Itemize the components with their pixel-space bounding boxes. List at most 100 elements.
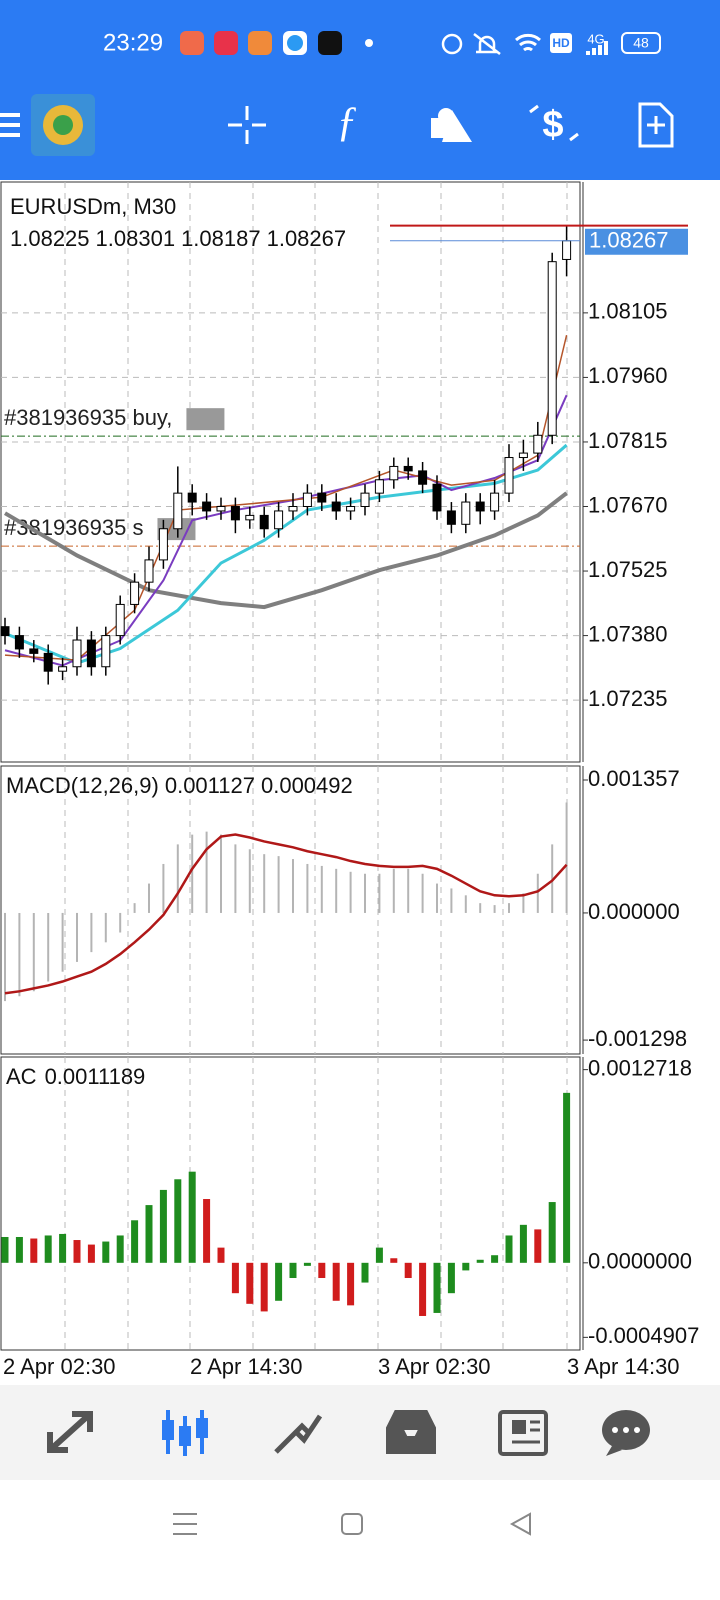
y-tick-label: 1.07235 xyxy=(588,686,668,711)
network-type: 4G xyxy=(587,31,604,46)
ac-bar xyxy=(159,1189,167,1263)
y-tick-label: 0.0012718 xyxy=(588,1055,692,1080)
candle-body xyxy=(101,635,111,668)
ac-bar xyxy=(375,1247,383,1263)
candle-body xyxy=(144,559,154,583)
bottom-nav xyxy=(0,1385,720,1480)
ac-bar xyxy=(361,1262,369,1283)
indicator-title: AC xyxy=(6,1064,37,1089)
ac-bar xyxy=(30,1238,38,1263)
y-tick-label: 1.08105 xyxy=(588,299,668,324)
ac-value: 0.0011189 xyxy=(45,1064,146,1089)
ac-bar xyxy=(563,1092,571,1263)
ac-bar xyxy=(87,1244,95,1263)
ac-bar xyxy=(59,1233,67,1263)
moving-average xyxy=(3,491,568,610)
y-tick-label: -0.001298 xyxy=(588,1026,687,1051)
ac-bar xyxy=(347,1262,355,1306)
ac-bar xyxy=(246,1262,254,1304)
candle-body xyxy=(418,470,428,485)
plot: 1.08105 1.07960 1.07815 1.07670 1.07525 1.073… xyxy=(0,181,699,1379)
candle-body xyxy=(0,626,10,637)
objects-button[interactable] xyxy=(431,108,472,142)
panel-border xyxy=(0,1056,581,1351)
ac-bar xyxy=(318,1262,326,1279)
ac-bar xyxy=(534,1229,542,1263)
battery-level: 48 xyxy=(633,35,649,51)
candle-body xyxy=(389,465,399,481)
moving-average xyxy=(4,443,568,665)
indicators-button[interactable]: ƒ xyxy=(337,100,358,146)
macd-value: 0.001127 xyxy=(165,773,255,798)
back-key[interactable] xyxy=(509,1512,531,1536)
ac-bar xyxy=(447,1262,455,1294)
ac-bar xyxy=(231,1262,239,1294)
ac-bar xyxy=(15,1236,23,1263)
menu-button[interactable] xyxy=(0,113,20,137)
signal-line xyxy=(4,833,568,995)
candle-body xyxy=(504,457,514,494)
new-order-button[interactable] xyxy=(638,102,674,148)
candle-body xyxy=(130,581,140,605)
home-key[interactable] xyxy=(341,1513,363,1535)
chart-tab[interactable] xyxy=(162,1410,208,1456)
history-tab[interactable] xyxy=(386,1410,436,1454)
signal-value: 0.000492 xyxy=(261,773,353,798)
candle-body xyxy=(187,492,197,503)
candle-body xyxy=(86,639,96,668)
system-nav xyxy=(173,1512,531,1536)
candle-body xyxy=(461,501,471,525)
ac-bar xyxy=(260,1262,268,1312)
ac-bar xyxy=(174,1179,182,1263)
ac-bar xyxy=(145,1205,153,1263)
y-tick-label: 0.0000000 xyxy=(588,1249,692,1274)
ac-bar xyxy=(404,1262,412,1279)
y-tick-label: 1.07815 xyxy=(588,428,668,453)
candle-body xyxy=(14,635,24,650)
crosshair-button[interactable] xyxy=(228,106,266,144)
candle-body xyxy=(43,652,53,672)
hd-badge: HD xyxy=(552,36,570,50)
svg-text:ƒ: ƒ xyxy=(337,100,358,146)
ac-bar xyxy=(289,1262,297,1279)
y-tick-label: 1.07525 xyxy=(588,557,668,582)
candle-body xyxy=(158,528,168,561)
ac-bar xyxy=(332,1262,340,1301)
ac-bar xyxy=(217,1247,225,1263)
ac-bar xyxy=(44,1235,52,1263)
app-icons xyxy=(180,31,661,55)
x-tick-label: 3 Apr 14:30 xyxy=(567,1354,680,1379)
news-tab[interactable] xyxy=(498,1410,548,1456)
candle-body xyxy=(274,510,284,530)
app-logo[interactable] xyxy=(31,94,95,156)
ac-bar xyxy=(303,1262,311,1266)
ac-bar xyxy=(491,1255,499,1263)
candle-body xyxy=(259,514,269,530)
y-tick-label: 0.000000 xyxy=(588,899,680,924)
candle-body xyxy=(288,505,298,512)
candle-body xyxy=(29,648,39,654)
ohlc-value: 1.08267 xyxy=(267,226,347,251)
trade-button[interactable]: $ xyxy=(529,104,579,146)
candle-body xyxy=(374,479,384,494)
trade-tab[interactable] xyxy=(274,1414,323,1454)
menu-key[interactable] xyxy=(173,1513,197,1535)
candle-body xyxy=(562,240,572,260)
candle-body xyxy=(490,492,500,512)
ohlc-value: 1.08225 xyxy=(10,226,90,251)
candle-body xyxy=(72,639,82,668)
y-tick-label: 1.07960 xyxy=(588,363,668,388)
svg-text:$: $ xyxy=(542,104,563,146)
panel-border xyxy=(0,181,581,763)
ac-bar xyxy=(1,1236,9,1263)
panel-border xyxy=(0,765,581,1055)
x-tick-label: 2 Apr 14:30 xyxy=(190,1354,303,1379)
chat-tab[interactable] xyxy=(602,1410,650,1456)
candle-body xyxy=(245,514,255,521)
ac-bar xyxy=(188,1171,196,1263)
x-tick-label: 2 Apr 02:30 xyxy=(3,1354,116,1379)
ac-bar xyxy=(462,1262,470,1271)
quotes-tab[interactable] xyxy=(47,1411,93,1453)
hidden-text xyxy=(186,408,225,431)
